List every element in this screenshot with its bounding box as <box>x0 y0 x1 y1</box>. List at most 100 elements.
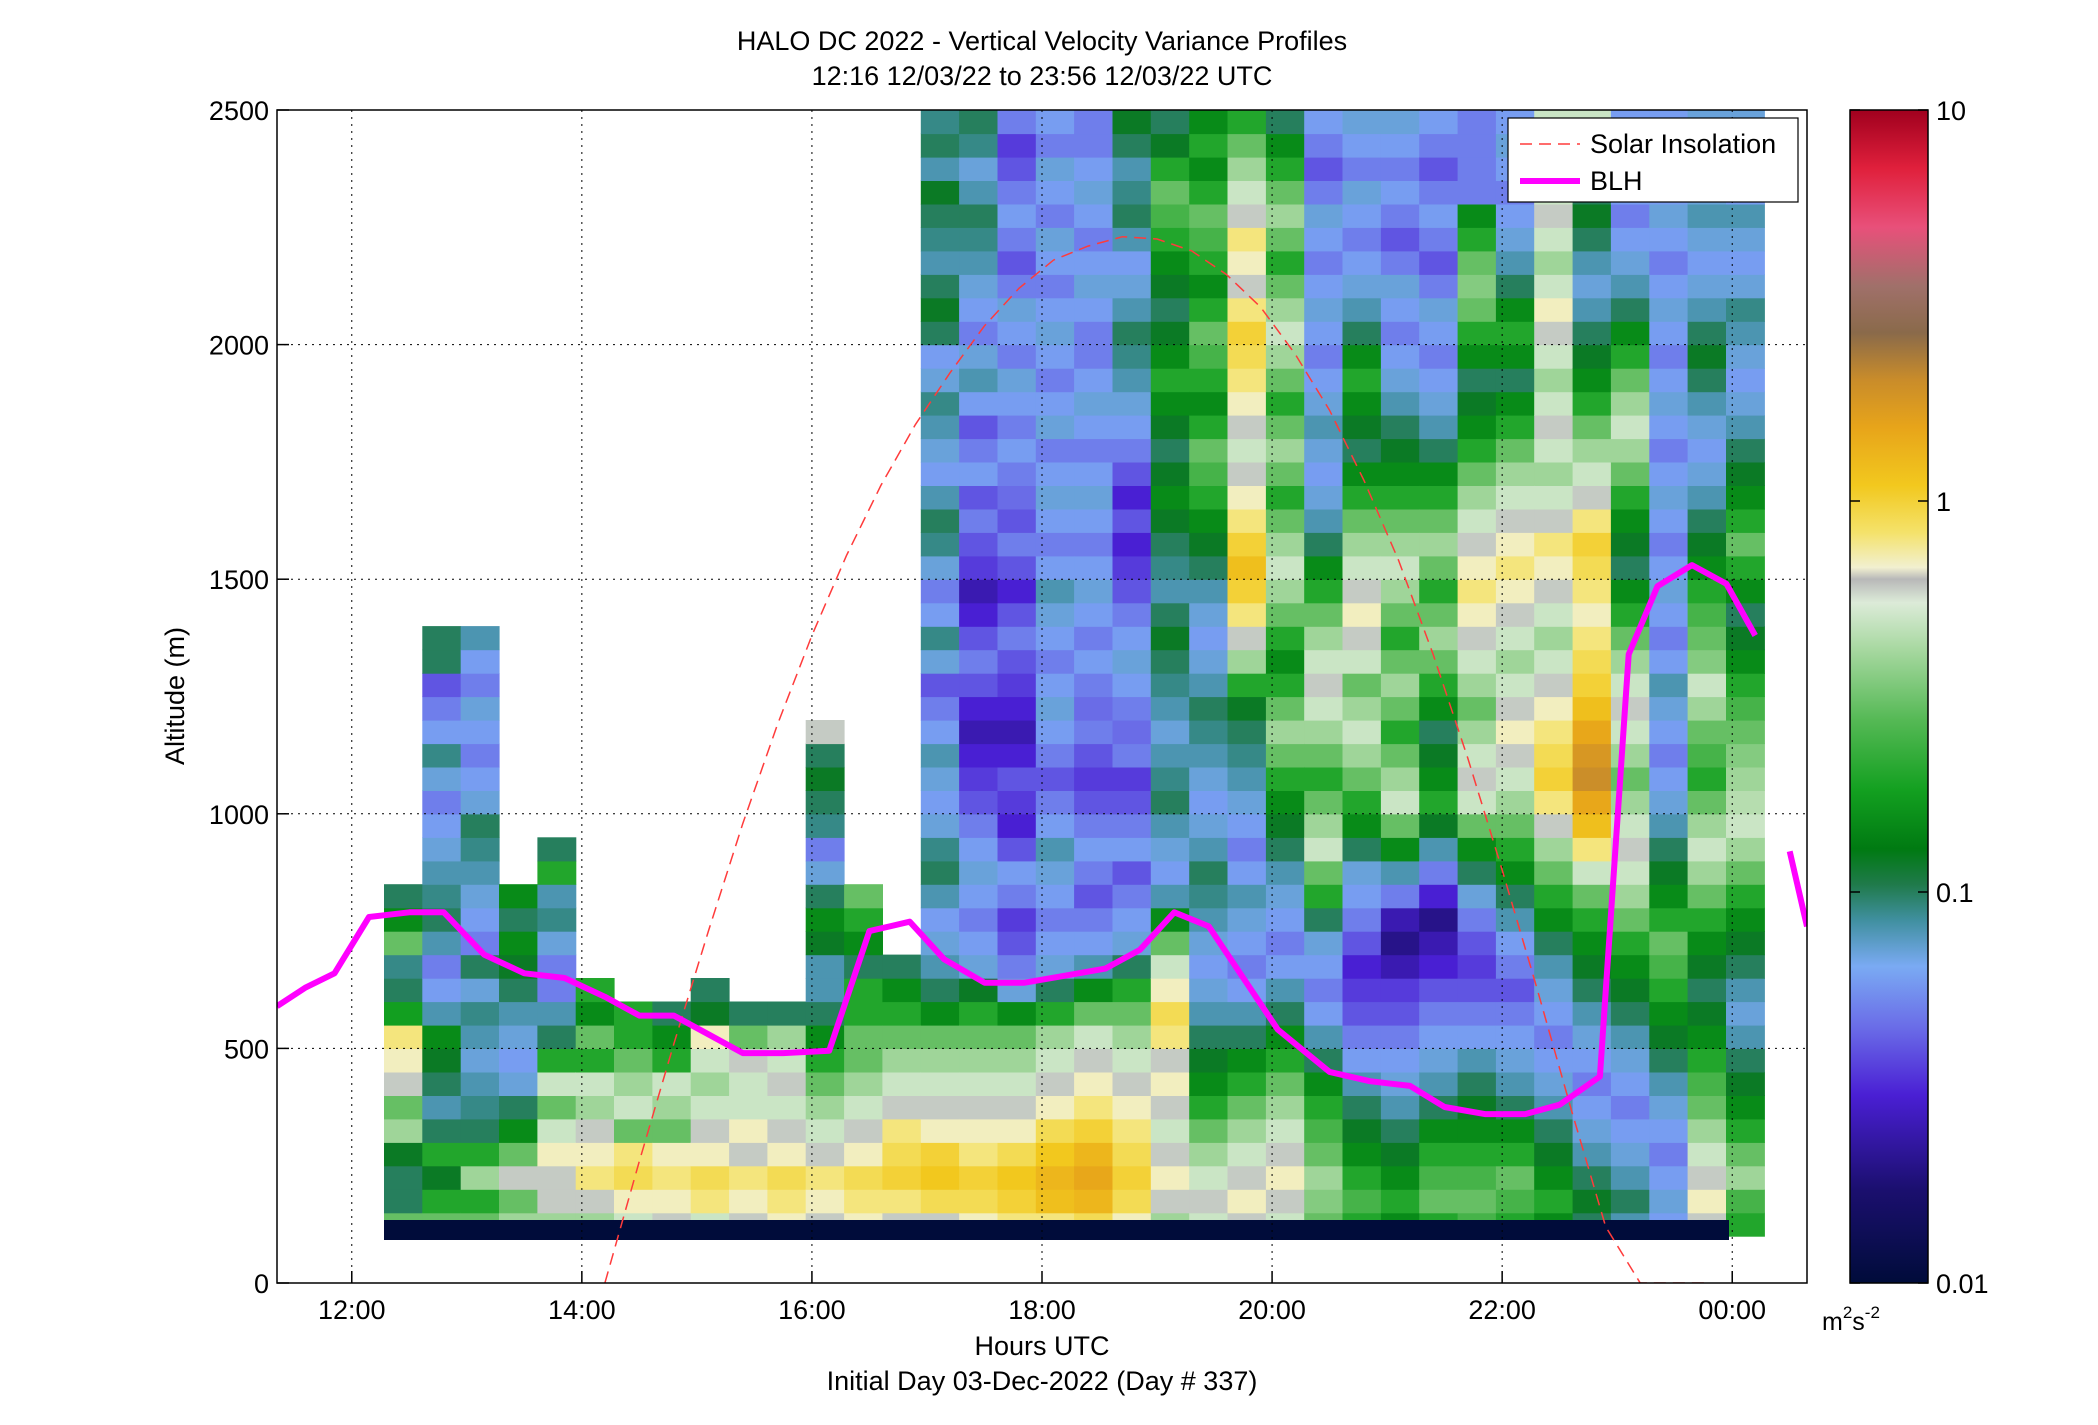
heatmap-cell <box>1189 180 1229 205</box>
heatmap-cell <box>1649 250 1689 275</box>
heatmap-cell <box>1457 813 1497 838</box>
heatmap-cell <box>1649 931 1689 956</box>
heatmap-cell <box>460 813 500 838</box>
heatmap-cell <box>959 415 998 440</box>
heatmap-cell <box>1265 508 1305 533</box>
heatmap-cell <box>1649 203 1689 228</box>
heatmap-cell <box>1074 110 1113 135</box>
heatmap-cell <box>1342 579 1382 604</box>
heatmap-cell <box>920 1189 960 1214</box>
heatmap-cell <box>1265 297 1305 322</box>
heatmap-cell <box>1649 1001 1689 1026</box>
heatmap-cell <box>1610 1165 1650 1190</box>
heatmap-cell <box>1457 766 1497 791</box>
heatmap-cell <box>1495 438 1535 463</box>
heatmap-cell <box>959 368 998 393</box>
heatmap-cell <box>1649 978 1689 1003</box>
heatmap-cell <box>997 907 1037 932</box>
heatmap-cell <box>882 1142 922 1167</box>
heatmap-cell <box>1074 1024 1113 1049</box>
heatmap-cell <box>1419 579 1459 604</box>
heatmap-cell <box>1035 1118 1075 1143</box>
heatmap-cell <box>690 1189 730 1214</box>
heatmap-cell <box>1649 766 1689 791</box>
heatmap-cell <box>1534 508 1574 533</box>
heatmap-cell <box>1227 602 1267 627</box>
heatmap-cell <box>1495 1165 1535 1190</box>
heatmap-cell <box>1610 743 1650 768</box>
heatmap-cell <box>1610 907 1650 932</box>
heatmap-cell <box>1534 1165 1574 1190</box>
heatmap-cell <box>1342 297 1382 322</box>
heatmap-cell <box>1419 673 1459 698</box>
heatmap-cell <box>1649 1165 1689 1190</box>
heatmap-cell <box>997 837 1037 862</box>
heatmap-cell <box>959 110 998 135</box>
heatmap-cell <box>1035 110 1075 135</box>
heatmap-cell <box>1610 485 1650 510</box>
heatmap-cell <box>729 1142 768 1167</box>
heatmap-cell <box>384 954 423 979</box>
heatmap-cell <box>1074 1095 1113 1120</box>
heatmap-cell <box>767 1095 807 1120</box>
heatmap-cell <box>997 743 1037 768</box>
heatmap-cell <box>422 1189 462 1214</box>
heatmap-cell <box>1150 344 1190 369</box>
heatmap-cell <box>1687 461 1727 486</box>
heatmap-cell <box>1074 133 1113 158</box>
heatmap-cell <box>844 1024 883 1049</box>
heatmap-cell <box>1419 1165 1459 1190</box>
heatmap-cell <box>1227 884 1267 909</box>
heatmap-cell <box>460 790 500 815</box>
heatmap-cell <box>537 1118 577 1143</box>
heatmap-cell <box>959 156 998 181</box>
x-axis-sublabel: Initial Day 03-Dec-2022 (Day # 337) <box>827 1366 1258 1396</box>
heatmap-cell <box>1687 1165 1727 1190</box>
colorbar-unit-sup2: -2 <box>1865 1303 1880 1322</box>
heatmap-cell <box>1342 602 1382 627</box>
heatmap-cell <box>1074 555 1113 580</box>
heatmap-cell <box>959 954 998 979</box>
heatmap-cell <box>384 1048 423 1073</box>
heatmap-cell <box>959 931 998 956</box>
heatmap-cell <box>1534 344 1574 369</box>
heatmap-cell <box>1150 720 1190 745</box>
heatmap-cell <box>1610 720 1650 745</box>
heatmap-cell <box>384 1189 423 1214</box>
heatmap-cell <box>537 1048 577 1073</box>
heatmap-cell <box>997 884 1037 909</box>
heatmap-cell <box>1649 344 1689 369</box>
heatmap-cell <box>920 907 960 932</box>
heatmap-cell <box>1074 532 1113 557</box>
heatmap-cell <box>1687 1001 1727 1026</box>
heatmap-cell <box>1150 555 1190 580</box>
heatmap-cell <box>959 720 998 745</box>
heatmap-cell <box>1074 1142 1113 1167</box>
heatmap-cell <box>1035 227 1075 252</box>
heatmap-cell <box>1610 297 1650 322</box>
heatmap-cell <box>1380 720 1420 745</box>
heatmap-cell <box>997 766 1037 791</box>
heatmap-cell <box>1419 1048 1459 1073</box>
heatmap-cell <box>1150 766 1190 791</box>
heatmap-cell <box>422 626 462 651</box>
heatmap-cell <box>384 1095 423 1120</box>
heatmap-cell <box>1534 579 1574 604</box>
x-tick-label: 00:00 <box>1698 1295 1766 1325</box>
heatmap-cell <box>690 1095 730 1120</box>
heatmap-cell <box>959 673 998 698</box>
heatmap-cell <box>460 860 500 885</box>
heatmap-cell <box>1304 813 1344 838</box>
heatmap-cell <box>729 1024 768 1049</box>
heatmap-cell <box>997 696 1037 721</box>
heatmap-cell <box>1189 274 1229 299</box>
heatmap-cell <box>422 696 462 721</box>
heatmap-cell <box>1074 743 1113 768</box>
heatmap-cell <box>1457 1165 1497 1190</box>
heatmap-cell <box>422 954 462 979</box>
heatmap-cell <box>1150 837 1190 862</box>
heatmap-cell <box>1074 602 1113 627</box>
heatmap-cell <box>422 813 462 838</box>
heatmap-cell <box>1112 274 1152 299</box>
heatmap-cell <box>1150 1118 1190 1143</box>
